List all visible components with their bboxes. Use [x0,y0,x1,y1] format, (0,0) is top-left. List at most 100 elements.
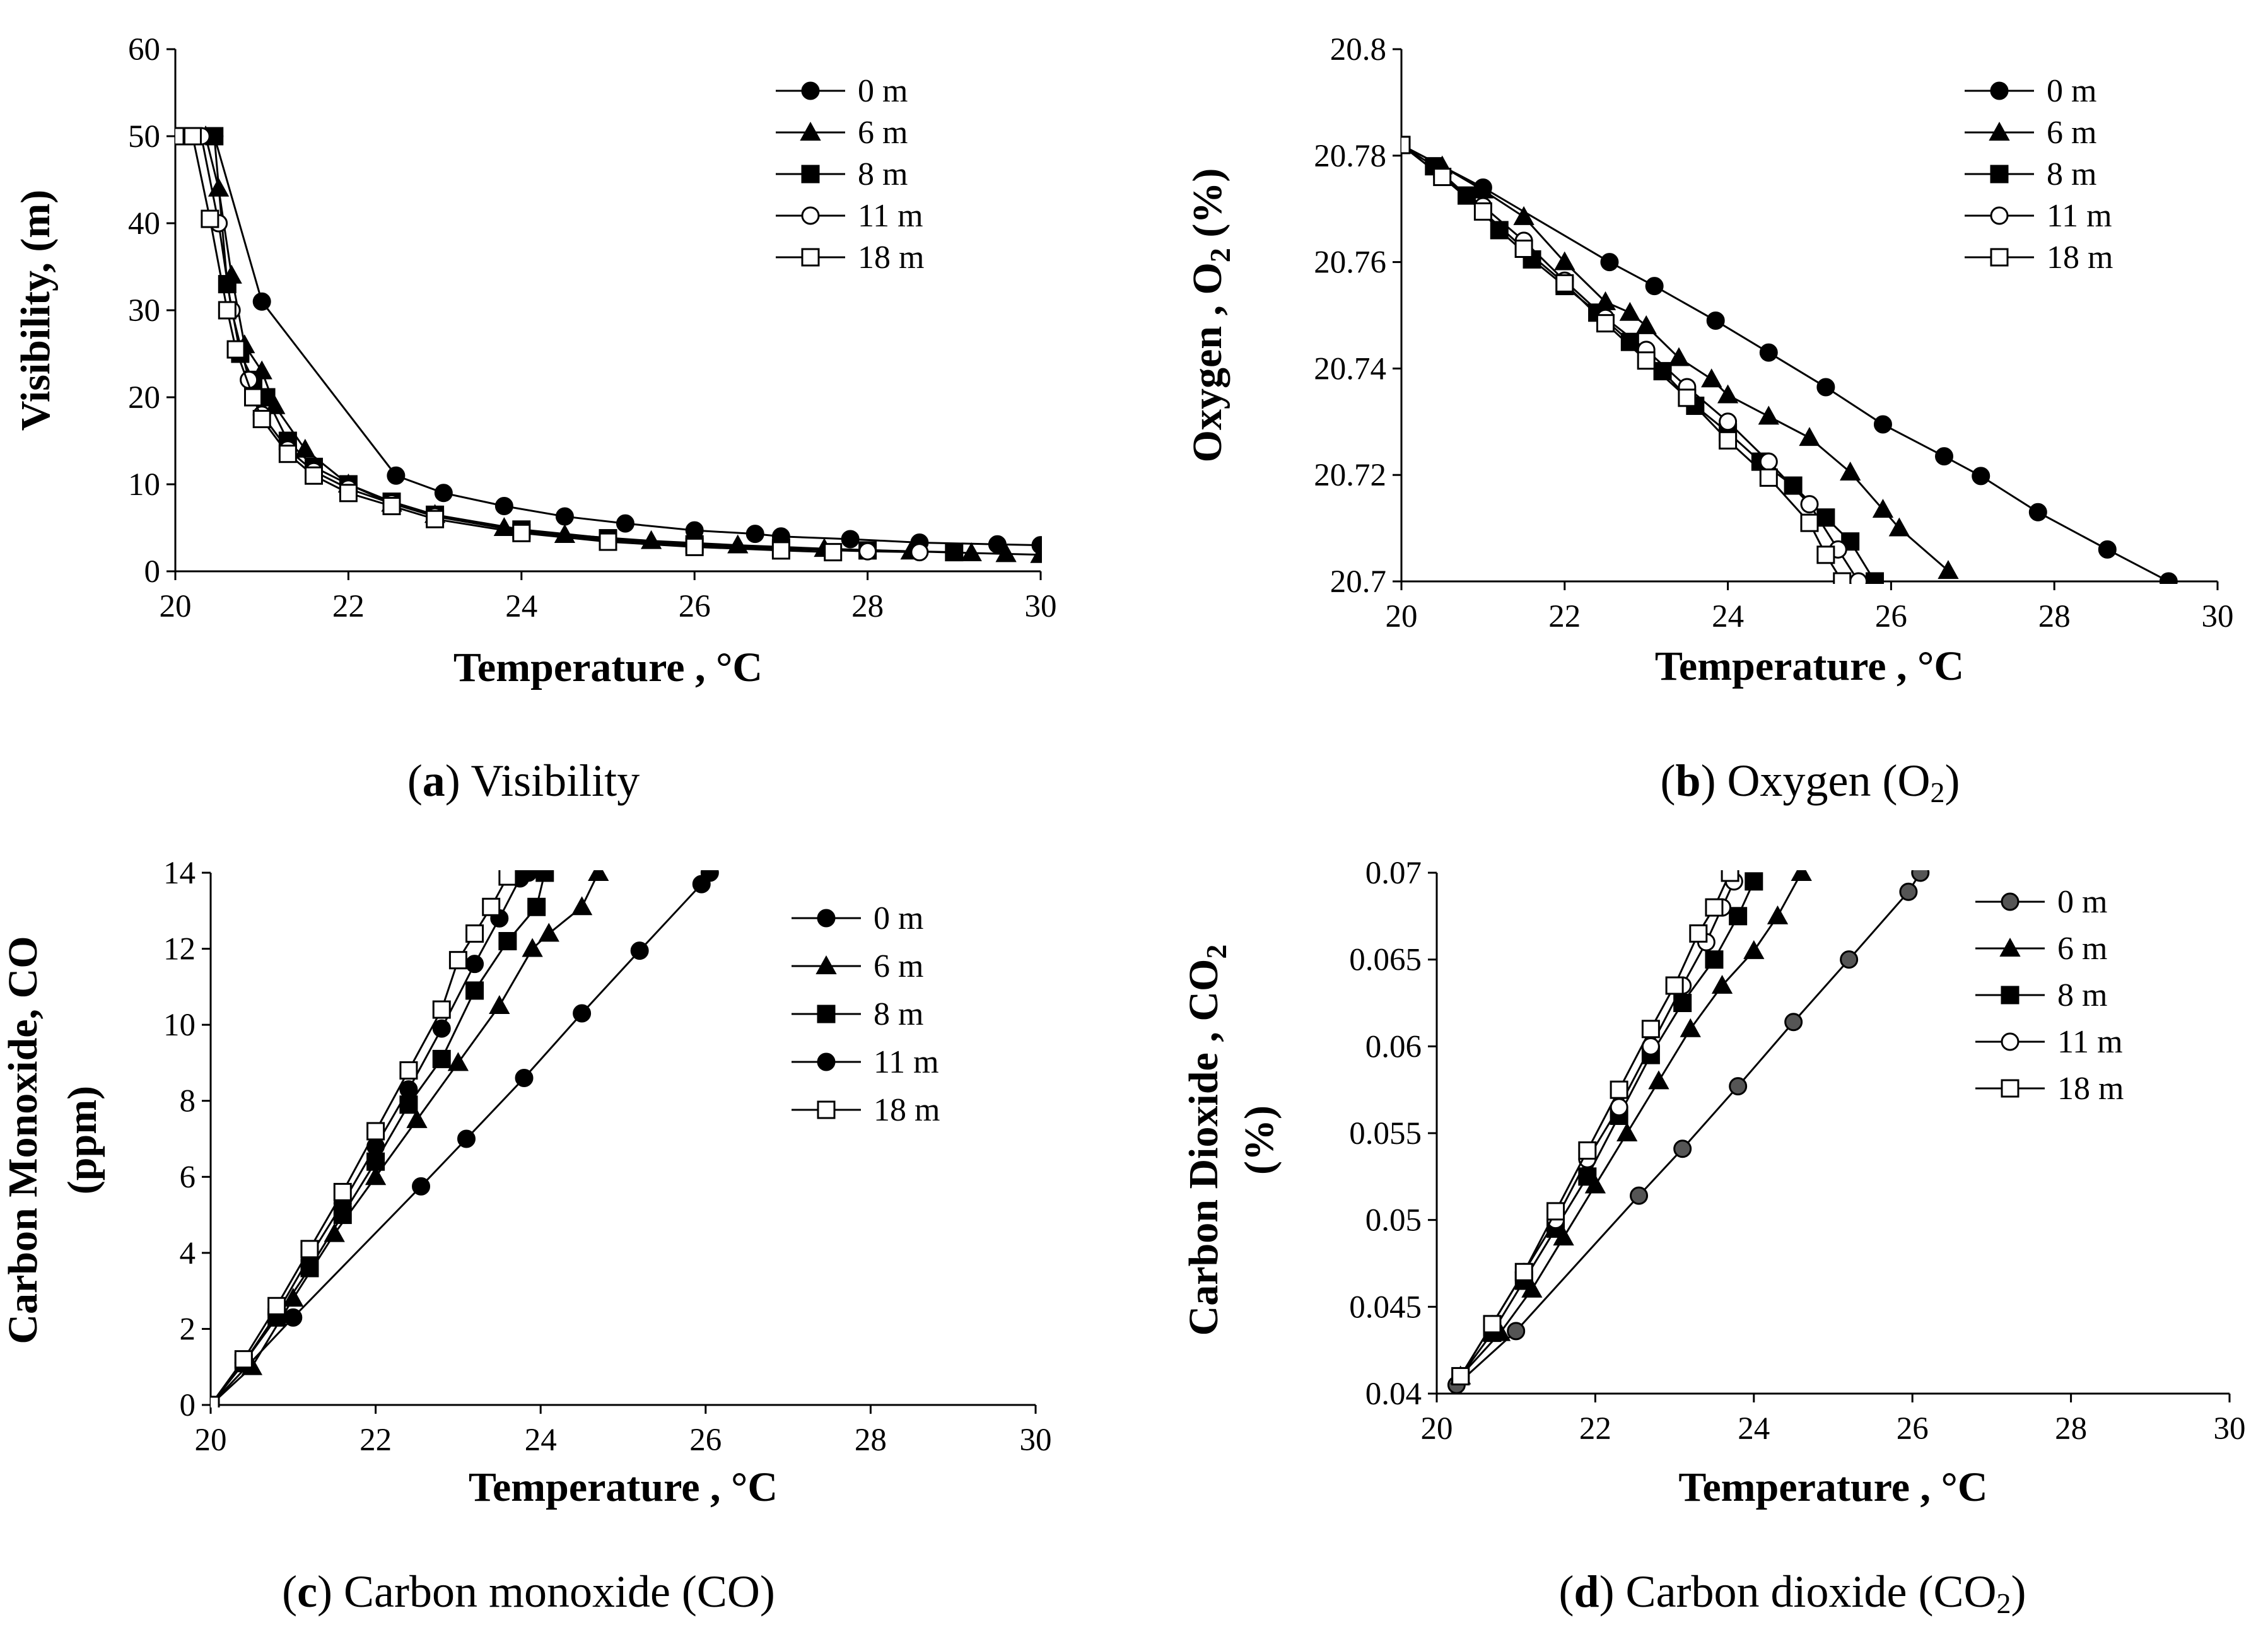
plot-area [1401,134,2178,584]
data-point [267,1296,286,1315]
data-point [1938,560,1959,580]
data-point [305,466,324,485]
data-point [1507,1322,1526,1341]
data-point [1610,1080,1628,1099]
series-line-3 [175,135,920,554]
x-tick-label: 26 [1897,1411,1929,1447]
legend-label: 0 m [874,900,923,936]
y-tick-label: 8 [180,1084,196,1119]
data-point [1701,368,1722,388]
data-point [945,543,964,562]
y-tick-label: 20.8 [1330,32,1386,67]
data-point [1759,343,1778,362]
data-point [2028,503,2047,521]
y-tick-label: 20.78 [1314,139,1386,174]
data-point [1668,347,1690,366]
data-point [1800,513,1819,532]
data-point [1706,311,1725,330]
y-tick-label: 0.055 [1349,1116,1422,1151]
x-tick-label: 22 [359,1423,392,1458]
data-point [447,1052,469,1071]
data-point [1648,1070,1669,1090]
data-point [515,1069,534,1088]
data-point [465,981,484,1000]
y-tick-label: 0 [144,554,161,590]
x-tick-label: 30 [2214,1411,2246,1447]
legend: 0 m 6 m 8 m 11 m 18 m [776,73,924,276]
data-point [1935,447,1954,466]
legend-label: 0 m [2057,884,2107,920]
data-point [252,292,271,311]
x-tick-label: 20 [1421,1411,1453,1447]
y-tick-label: 4 [180,1236,196,1271]
data-point [1689,924,1708,943]
data-point [1641,1020,1660,1039]
legend: 0 m 6 m 8 m 11 m 18 m [1965,73,2113,276]
data-point [1401,136,1411,154]
y-tick-label: 20 [128,380,160,416]
plot-area [211,870,719,1407]
data-point [406,1109,428,1128]
y-tick-label: 40 [128,206,160,242]
data-point [1899,882,1918,901]
data-point [1729,907,1748,926]
data-point [333,1182,352,1201]
x-tick-label: 24 [525,1423,557,1458]
data-point [1972,467,1990,486]
data-point [571,896,593,916]
legend-marker [2001,892,2020,911]
data-point [432,1019,451,1038]
legend-label: 8 m [2057,977,2107,1013]
data-point [1873,415,1892,434]
data-point [995,543,1017,562]
data-point [2159,572,2178,584]
y-tick-label: 20.72 [1314,458,1386,493]
data-point [432,1049,451,1068]
x-tick-label: 26 [689,1423,722,1458]
x-tick-label: 20 [1386,599,1418,634]
data-point [1546,1202,1565,1221]
panel-caption: (a) Visibility [407,755,640,806]
chart-panel-d: 0.04 0.045 0.05 0.055 0.06 0.065 0.07 20 22 24 26 2… [1181,856,2246,1619]
data-point [1849,572,1868,584]
data-point [616,514,634,533]
data-point [1729,1077,1748,1096]
x-tick-label: 22 [1579,1411,1611,1447]
legend-marker [801,81,820,100]
data-point [1816,378,1835,397]
legend-marker [801,165,820,184]
legend-label: 6 m [2057,931,2107,967]
data-point [1665,976,1684,995]
y-axis-label: Visibility, (m) [13,190,59,431]
data-point [771,541,790,560]
x-tick-label: 28 [855,1423,887,1458]
data-point [432,1000,451,1019]
data-point [1514,1262,1533,1281]
legend-label: 0 m [2047,73,2096,109]
y-tick-label: 30 [128,293,160,329]
data-point [1840,950,1859,969]
data-point [1717,384,1739,404]
x-tick-label: 26 [679,589,711,624]
data-point [1030,544,1042,563]
panel-caption: (b) Oxygen (O2) [1661,755,1960,808]
x-tick-label: 24 [1712,599,1744,634]
x-axis-label: Temperature , °C [469,1464,778,1510]
data-point [1833,572,1852,584]
x-tick-label: 26 [1875,599,1907,634]
data-point [278,445,297,463]
y-axis-label-unit: (ppm) [59,1086,105,1194]
y-axis-label: Carbon Monoxide, CO [0,936,46,1344]
data-point [339,484,358,503]
series-line-0 [1456,872,1922,1386]
data-point [1799,427,1820,446]
data-point [1600,253,1619,272]
legend-marker [817,909,836,928]
data-point [482,897,501,916]
series-line-3 [1459,881,1735,1377]
legend-marker [801,248,820,267]
data-point [434,484,453,503]
legend-label: 8 m [858,156,908,192]
data-point [910,543,929,562]
